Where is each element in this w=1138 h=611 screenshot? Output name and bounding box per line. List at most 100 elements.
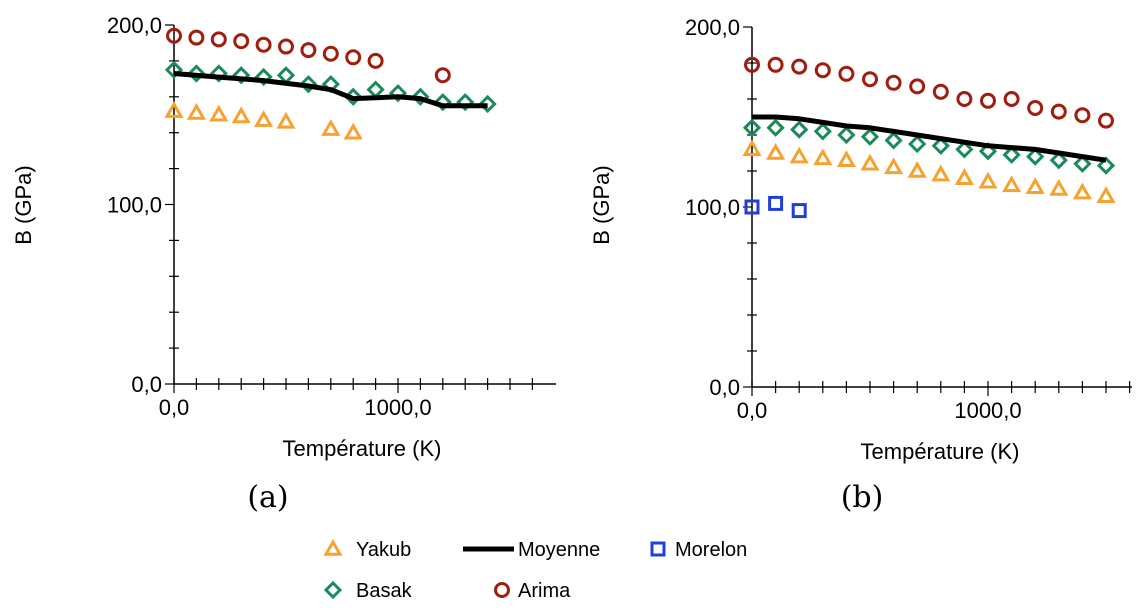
x-tick-label-a: 1000,0 bbox=[364, 395, 431, 420]
data-point-basak bbox=[478, 94, 497, 114]
series-arima-a bbox=[166, 27, 451, 84]
y-tick-label-a: 0,0 bbox=[131, 372, 162, 397]
x-tick-label-a: 0,0 bbox=[159, 395, 190, 420]
data-point-basak bbox=[884, 131, 903, 150]
data-point-basak bbox=[837, 125, 856, 145]
series-basak-b bbox=[742, 118, 1116, 175]
data-point-arima bbox=[956, 91, 973, 107]
data-point-yakub bbox=[1072, 182, 1092, 200]
data-point-arima bbox=[210, 31, 227, 48]
data-point-yakub bbox=[742, 139, 762, 157]
legend: Yakub Moyenne Morelon Basak Arima bbox=[323, 538, 747, 602]
data-point-basak bbox=[209, 64, 228, 83]
x-axis-label-b: Température (K) bbox=[861, 439, 1020, 464]
legend-swatch-yakub bbox=[323, 538, 343, 556]
data-point-arima bbox=[814, 62, 831, 79]
data-point-basak bbox=[433, 93, 452, 112]
panel-label-b: (b) bbox=[841, 480, 884, 515]
legend-marker-arima bbox=[494, 582, 510, 598]
series-yakub-b bbox=[742, 139, 1116, 203]
data-point-yakub bbox=[766, 142, 786, 160]
legend-label-arima: Arima bbox=[518, 580, 571, 602]
data-point-yakub bbox=[343, 122, 363, 140]
legend-item-yakub: Yakub bbox=[323, 538, 411, 561]
series-morelon-b bbox=[744, 195, 807, 219]
data-point-morelon bbox=[768, 195, 784, 211]
series-line-moyenne-a bbox=[173, 71, 488, 109]
data-point-arima bbox=[1050, 103, 1067, 120]
data-point-basak bbox=[766, 118, 785, 137]
data-point-basak bbox=[232, 66, 251, 85]
legend-label-yakub: Yakub bbox=[356, 539, 411, 561]
legend-item-morelon: Morelon bbox=[650, 539, 747, 561]
series-yakub-a bbox=[164, 101, 363, 140]
legend-swatch-basak bbox=[323, 580, 343, 600]
data-point-arima bbox=[885, 74, 902, 91]
data-point-basak bbox=[908, 134, 927, 154]
data-point-arima bbox=[1027, 100, 1044, 116]
data-point-basak bbox=[1026, 147, 1045, 166]
data-point-yakub bbox=[931, 164, 951, 182]
data-point-arima bbox=[932, 83, 949, 100]
data-point-basak bbox=[388, 84, 408, 103]
data-point-basak bbox=[366, 80, 385, 99]
data-point-arima bbox=[1098, 112, 1114, 129]
chart-panel-b: B (GPa) Température (K) (b) 0,0 100,0 200,… bbox=[589, 15, 1132, 515]
legend-marker-basak bbox=[323, 580, 343, 600]
y-axis-label-b: B (GPa) bbox=[589, 165, 614, 244]
data-point-yakub bbox=[231, 106, 251, 124]
data-point-basak bbox=[1049, 151, 1068, 170]
data-point-arima bbox=[1074, 107, 1091, 124]
data-point-basak bbox=[860, 127, 880, 146]
y-tick-label-b: 0,0 bbox=[709, 375, 740, 400]
y-axis-label-a: B (GPa) bbox=[11, 165, 36, 244]
data-point-basak bbox=[1073, 154, 1092, 173]
data-point-yakub bbox=[321, 119, 341, 136]
data-point-basak bbox=[1002, 145, 1021, 164]
data-point-yakub bbox=[836, 150, 856, 167]
data-point-arima bbox=[166, 27, 182, 44]
legend-label-basak: Basak bbox=[356, 580, 413, 602]
y-tick-label-b: 100,0 bbox=[685, 195, 740, 220]
data-point-yakub bbox=[789, 146, 809, 164]
data-point-yakub bbox=[1049, 178, 1069, 196]
data-point-yakub bbox=[860, 153, 880, 171]
data-point-basak bbox=[978, 142, 998, 161]
legend-label-moyenne: Moyenne bbox=[518, 539, 600, 561]
data-point-basak bbox=[813, 122, 832, 141]
y-tick-label-b: 200,0 bbox=[685, 15, 740, 40]
data-point-basak bbox=[411, 87, 430, 106]
data-point-basak bbox=[742, 118, 762, 137]
data-point-yakub bbox=[884, 157, 904, 175]
data-point-arima bbox=[322, 45, 339, 62]
y-tick-label-a: 100,0 bbox=[107, 193, 162, 218]
data-point-arima bbox=[345, 49, 362, 66]
data-point-basak bbox=[299, 75, 318, 94]
data-point-basak bbox=[790, 120, 809, 139]
data-point-basak bbox=[955, 140, 974, 159]
legend-swatch-arima bbox=[494, 582, 510, 598]
data-point-basak bbox=[931, 136, 950, 155]
data-point-basak bbox=[276, 66, 296, 85]
data-point-arima bbox=[1003, 91, 1020, 107]
data-point-yakub bbox=[978, 171, 998, 189]
data-point-arima bbox=[367, 52, 384, 69]
x-axis-label-a: Température (K) bbox=[283, 436, 442, 461]
data-point-yakub bbox=[907, 160, 927, 178]
data-point-yakub bbox=[186, 102, 206, 120]
data-point-yakub bbox=[1025, 177, 1045, 194]
series-line-moyenne-b bbox=[752, 114, 1107, 163]
data-point-arima bbox=[300, 42, 317, 59]
data-point-basak bbox=[187, 64, 206, 83]
data-point-arima bbox=[767, 56, 784, 73]
data-point-arima bbox=[909, 78, 926, 95]
series-arima-b bbox=[744, 56, 1114, 129]
legend-swatch-morelon bbox=[650, 541, 666, 557]
data-point-basak bbox=[254, 67, 273, 87]
data-point-arima bbox=[434, 67, 451, 84]
panel-label-a: (a) bbox=[247, 480, 288, 515]
data-point-basak bbox=[456, 93, 475, 112]
legend-item-basak: Basak bbox=[323, 580, 413, 602]
data-point-arima bbox=[233, 33, 250, 50]
